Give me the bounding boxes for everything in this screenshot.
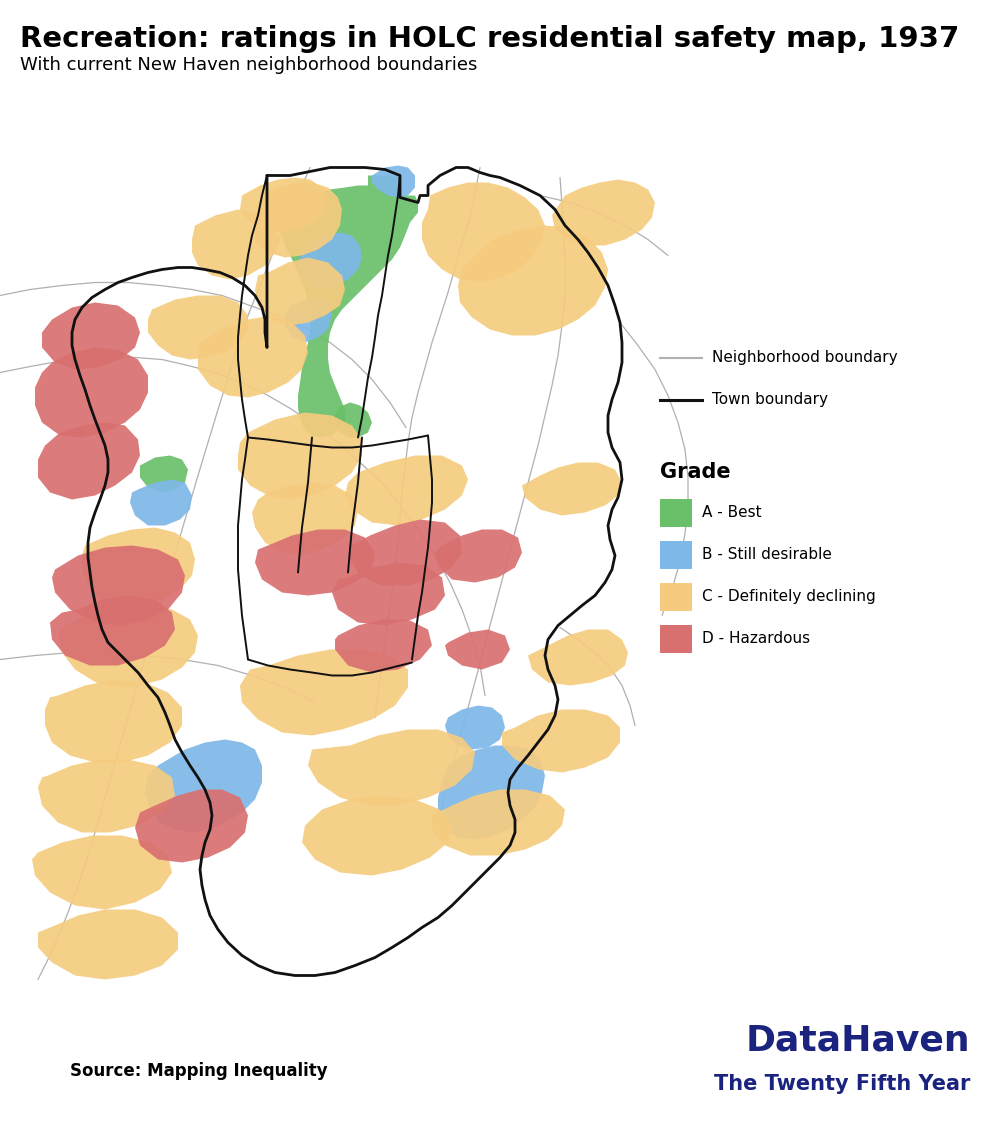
Polygon shape — [350, 520, 462, 585]
Polygon shape — [145, 739, 262, 832]
Bar — [660, 498, 692, 526]
Polygon shape — [335, 620, 432, 673]
Polygon shape — [432, 790, 565, 855]
Polygon shape — [372, 165, 415, 198]
Polygon shape — [240, 178, 328, 233]
Polygon shape — [252, 483, 358, 556]
Polygon shape — [32, 836, 172, 909]
Polygon shape — [345, 456, 468, 525]
Polygon shape — [528, 630, 628, 685]
Polygon shape — [192, 209, 278, 279]
Text: With current New Haven neighborhood boundaries: With current New Haven neighborhood boun… — [20, 56, 477, 74]
Polygon shape — [35, 348, 148, 438]
Polygon shape — [38, 423, 140, 500]
Bar — [660, 540, 692, 568]
Polygon shape — [240, 649, 408, 736]
Polygon shape — [198, 315, 308, 397]
Polygon shape — [438, 746, 545, 839]
Polygon shape — [38, 759, 175, 832]
Polygon shape — [42, 303, 140, 369]
Polygon shape — [445, 630, 510, 669]
Polygon shape — [255, 258, 345, 325]
Text: Recreation: ratings in HOLC residential safety map, 1937: Recreation: ratings in HOLC residential … — [20, 25, 959, 53]
Bar — [660, 624, 692, 652]
Text: DataHaven: DataHaven — [745, 1024, 970, 1058]
Polygon shape — [445, 705, 505, 749]
Polygon shape — [435, 530, 522, 583]
Text: B - Still desirable: B - Still desirable — [702, 547, 832, 562]
Text: Neighborhood boundary: Neighborhood boundary — [712, 350, 898, 364]
Polygon shape — [298, 233, 362, 289]
Polygon shape — [422, 182, 545, 282]
Polygon shape — [335, 403, 372, 438]
Polygon shape — [135, 790, 248, 863]
Polygon shape — [130, 479, 192, 525]
Polygon shape — [552, 180, 655, 245]
Bar — [660, 583, 692, 611]
Polygon shape — [148, 296, 248, 360]
Polygon shape — [522, 462, 622, 515]
Polygon shape — [52, 546, 185, 626]
Text: Source: Mapping Inequality: Source: Mapping Inequality — [70, 1062, 328, 1080]
Polygon shape — [82, 528, 195, 605]
Polygon shape — [308, 729, 475, 806]
Text: D - Hazardous: D - Hazardous — [702, 631, 810, 646]
Text: Grade: Grade — [660, 462, 731, 483]
Polygon shape — [238, 413, 362, 500]
Polygon shape — [45, 680, 182, 763]
Text: The Twenty Fifth Year: The Twenty Fifth Year — [714, 1073, 970, 1094]
Polygon shape — [58, 605, 198, 687]
Polygon shape — [50, 595, 175, 666]
Polygon shape — [332, 562, 445, 626]
Polygon shape — [38, 909, 178, 980]
Polygon shape — [458, 225, 608, 335]
Polygon shape — [302, 795, 452, 875]
Polygon shape — [502, 710, 620, 773]
Polygon shape — [285, 297, 332, 342]
Text: C - Definitely declining: C - Definitely declining — [702, 590, 876, 604]
Text: A - Best: A - Best — [702, 505, 762, 520]
Polygon shape — [282, 176, 418, 438]
Polygon shape — [140, 456, 188, 493]
Polygon shape — [255, 182, 342, 258]
Text: Town boundary: Town boundary — [712, 392, 828, 407]
Polygon shape — [255, 530, 375, 595]
